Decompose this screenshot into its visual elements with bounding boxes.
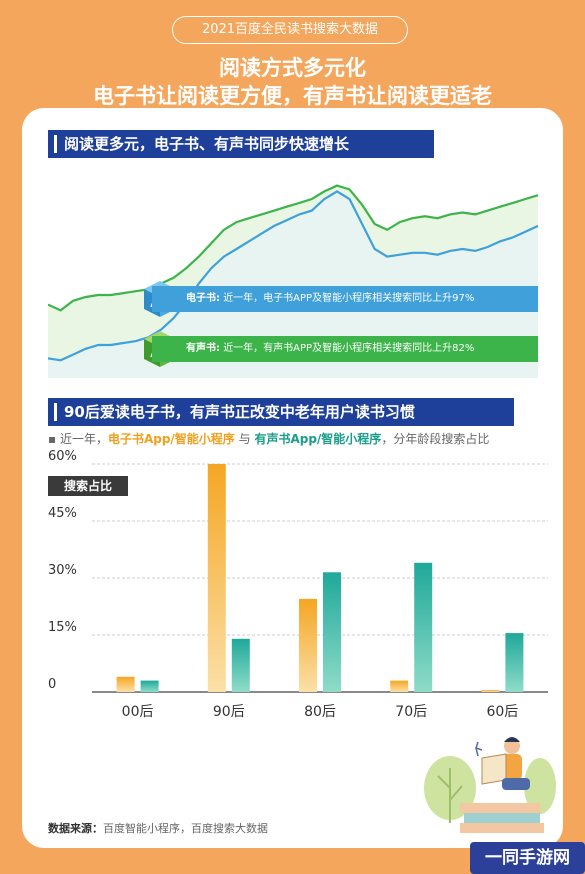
reading-illustration-icon	[424, 737, 556, 833]
y-tick-label: 45%	[48, 506, 77, 521]
y-tick-label: 60%	[48, 450, 77, 464]
y-axis-label: 搜索占比	[48, 476, 128, 496]
bar-audio	[323, 572, 341, 692]
section1-title: 阅读更多元，电子书、有声书同步快速增长	[48, 130, 434, 158]
bar-ebook	[390, 680, 409, 692]
bar-audio	[505, 633, 524, 692]
ebook-tag-text: 近一年，电子书APP及智能小程序相关搜索同比上升97%	[223, 293, 475, 304]
x-tick-label: 60后	[486, 704, 518, 720]
x-tick-label: 80后	[304, 704, 336, 720]
x-tick-label: 90后	[213, 704, 245, 720]
chart-subtitle: ▪ 近一年，电子书App/智能小程序 与 有声书App/智能小程序，分年龄段搜索…	[48, 430, 489, 447]
subtitle-suffix: ，分年龄段搜索占比	[381, 432, 490, 446]
audio-tag-text: 近一年，有声书APP及智能小程序相关搜索同比上升82%	[223, 343, 475, 354]
data-source: 数据来源：百度智能小程序，百度搜索大数据	[48, 820, 268, 836]
bar-audio	[414, 562, 433, 692]
ebook-tag-name: 电子书:	[186, 293, 220, 304]
y-tick-label: 15%	[48, 620, 77, 635]
bar-ebook	[299, 598, 317, 692]
source-label: 数据来源：	[48, 822, 103, 835]
headline-line2: 电子书让阅读更方便，有声书让阅读更适老	[93, 84, 492, 108]
bar-ebook	[481, 690, 500, 692]
x-tick-label: 70后	[395, 704, 427, 720]
subtitle-ebook: 电子书App/智能小程序	[107, 432, 235, 446]
source-text: 百度智能小程序，百度搜索大数据	[103, 822, 268, 835]
line-area-fill-1	[48, 191, 538, 378]
section2-title: 90后爱读电子书，有声书正改变中老年用户读书习惯	[48, 398, 514, 426]
bar-audio	[140, 680, 159, 692]
bar-audio	[231, 638, 250, 692]
bar-ebook	[116, 676, 135, 692]
bar-ebook	[207, 464, 226, 692]
bar-chart: 60% 45% 30% 15% 0 00后 90后 80后 70后 60后	[48, 450, 548, 720]
y-tick-label: 30%	[48, 563, 77, 578]
y-tick-label: 0	[48, 677, 56, 692]
headline-line1: 阅读方式多元化	[219, 56, 366, 80]
subtitle-audio: 有声书App/智能小程序	[254, 432, 382, 446]
watermark-logo: 一同手游网	[470, 842, 585, 874]
x-tick-label: 00后	[122, 704, 154, 720]
line-chart	[48, 184, 538, 378]
subtitle-mid: 与	[234, 432, 255, 446]
audio-growth-tag: 有声书: 近一年，有声书APP及智能小程序相关搜索同比上升82%	[152, 336, 538, 362]
subtitle-prefix: ▪ 近一年，	[48, 432, 108, 446]
line-series-audio	[48, 184, 538, 312]
report-title-pill: 2021百度全民读书搜索大数据	[172, 16, 408, 44]
audio-tag-name: 有声书:	[186, 343, 220, 354]
line-series-ebook	[48, 190, 538, 362]
ebook-growth-tag: 电子书: 近一年，电子书APP及智能小程序相关搜索同比上升97%	[152, 286, 538, 312]
